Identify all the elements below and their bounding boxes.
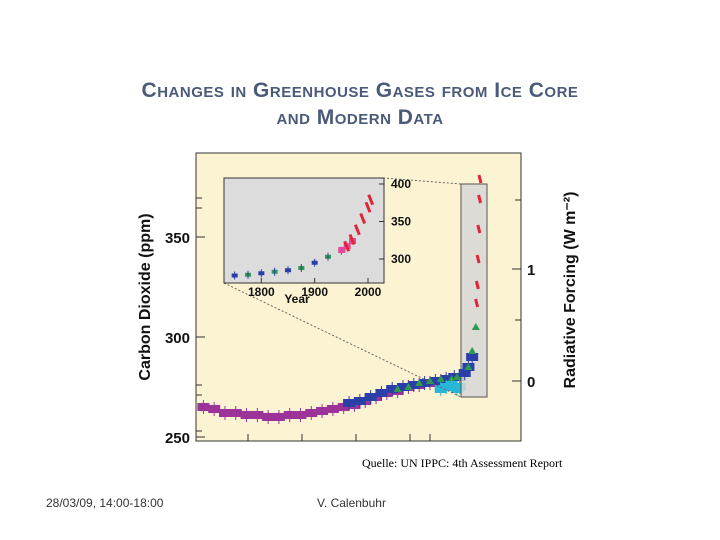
inset-data-point [348, 233, 356, 246]
y-tick-label: 300 [165, 330, 190, 347]
inset-data-point [367, 194, 375, 206]
y2-tick-label: 1 [527, 262, 535, 279]
y2-axis-label: Radiative Forcing (W m⁻²) [562, 192, 579, 389]
main-data-points [197, 370, 466, 424]
data-point [452, 373, 461, 380]
inset-x-tick-label: 1800 [248, 285, 275, 299]
recent-data-points [458, 174, 483, 380]
data-point [477, 174, 483, 184]
data-point [471, 323, 480, 330]
data-point [475, 254, 481, 264]
data-point [425, 377, 434, 384]
source-credit: Quelle: UN IPPC: 4th Assessment Report [362, 456, 563, 470]
inset-y-tick-label: 300 [391, 252, 411, 266]
inset-data-point [353, 224, 361, 236]
data-point [474, 280, 480, 290]
inset-data-point [343, 240, 351, 252]
inset-data-point [364, 201, 372, 213]
chart-title-line1: Changes in Greenhouse Gases from Ice Cor… [141, 79, 579, 102]
data-point [404, 383, 413, 390]
footer-date: 28/03/09, 14:00-18:00 [46, 496, 164, 510]
inset-data-points [231, 194, 375, 280]
data-point [415, 379, 424, 386]
inset-axis-ticks: 1800 1900 2000 300 350 400 [248, 177, 411, 299]
recent-period-box [460, 183, 488, 398]
data-point [393, 385, 402, 392]
y-axis-label: Carbon Dioxide (ppm) [137, 213, 154, 380]
inset-y-tick-label: 350 [391, 215, 411, 229]
footer-author: V. Calenbuhr [317, 496, 386, 510]
inset-x-tick-label: 2000 [355, 285, 382, 299]
inset-y-tick-label: 400 [391, 177, 411, 191]
y2-tick-label: 0 [527, 374, 535, 391]
main-axis-ticks: 250 300 350 0 1 [165, 197, 535, 447]
data-point [477, 194, 483, 204]
connector-line-top [382, 177, 462, 185]
inset-x-tick-label: 1900 [301, 285, 328, 299]
data-point [474, 298, 480, 308]
inset-data-point [359, 212, 367, 225]
data-point [464, 363, 473, 370]
inset-x-axis-label: Year [284, 292, 310, 306]
data-point [468, 347, 477, 354]
chart-title-line2: and Modern Data [276, 106, 444, 129]
data-point [436, 375, 445, 382]
y-tick-label: 350 [165, 230, 190, 247]
y-tick-label: 250 [165, 430, 190, 447]
data-point [476, 224, 482, 234]
inset-data-point [338, 247, 346, 253]
